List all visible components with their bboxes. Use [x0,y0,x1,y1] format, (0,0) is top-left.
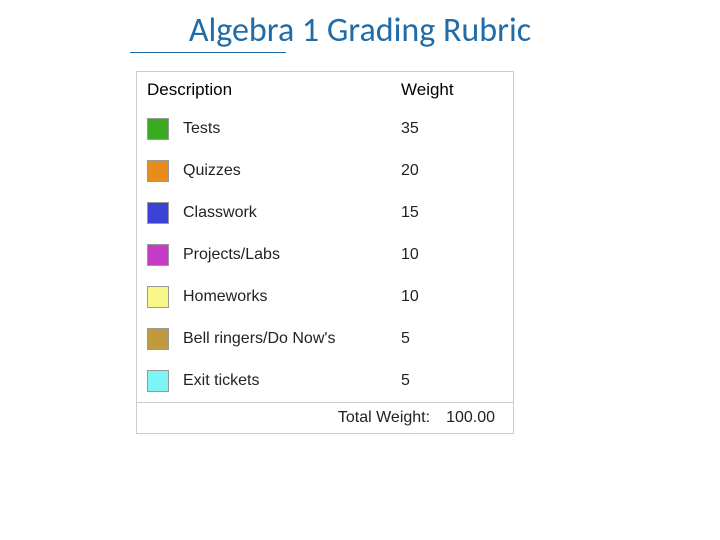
table-header: Description Weight [137,72,513,108]
color-swatch [147,202,169,224]
color-swatch [147,286,169,308]
table-row: Quizzes20 [137,150,513,192]
table-footer: Total Weight: 100.00 [137,402,513,433]
category-weight: 10 [373,288,503,306]
category-label: Projects/Labs [183,246,373,264]
total-weight-label: Total Weight: [338,409,446,427]
title-underline [130,52,286,53]
column-header-weight: Weight [373,80,503,100]
color-swatch [147,370,169,392]
category-weight: 35 [373,120,503,138]
table-row: Projects/Labs10 [137,234,513,276]
category-weight: 20 [373,162,503,180]
color-swatch [147,160,169,182]
category-label: Quizzes [183,162,373,180]
color-swatch [147,244,169,266]
table-row: Homeworks10 [137,276,513,318]
table-row: Classwork15 [137,192,513,234]
category-label: Exit tickets [183,372,373,390]
column-header-description: Description [147,80,373,100]
table-row: Exit tickets5 [137,360,513,402]
color-swatch [147,328,169,350]
category-weight: 10 [373,246,503,264]
category-label: Classwork [183,204,373,222]
category-label: Tests [183,120,373,138]
category-weight: 5 [373,372,503,390]
category-label: Bell ringers/Do Now's [183,330,373,348]
page-title: Algebra 1 Grading Rubric [90,0,630,56]
table-row: Bell ringers/Do Now's5 [137,318,513,360]
rubric-table: Description Weight Tests35Quizzes20Class… [136,71,514,434]
color-swatch [147,118,169,140]
category-weight: 15 [373,204,503,222]
category-weight: 5 [373,330,503,348]
total-weight-value: 100.00 [446,409,503,427]
category-label: Homeworks [183,288,373,306]
table-row: Tests35 [137,108,513,150]
